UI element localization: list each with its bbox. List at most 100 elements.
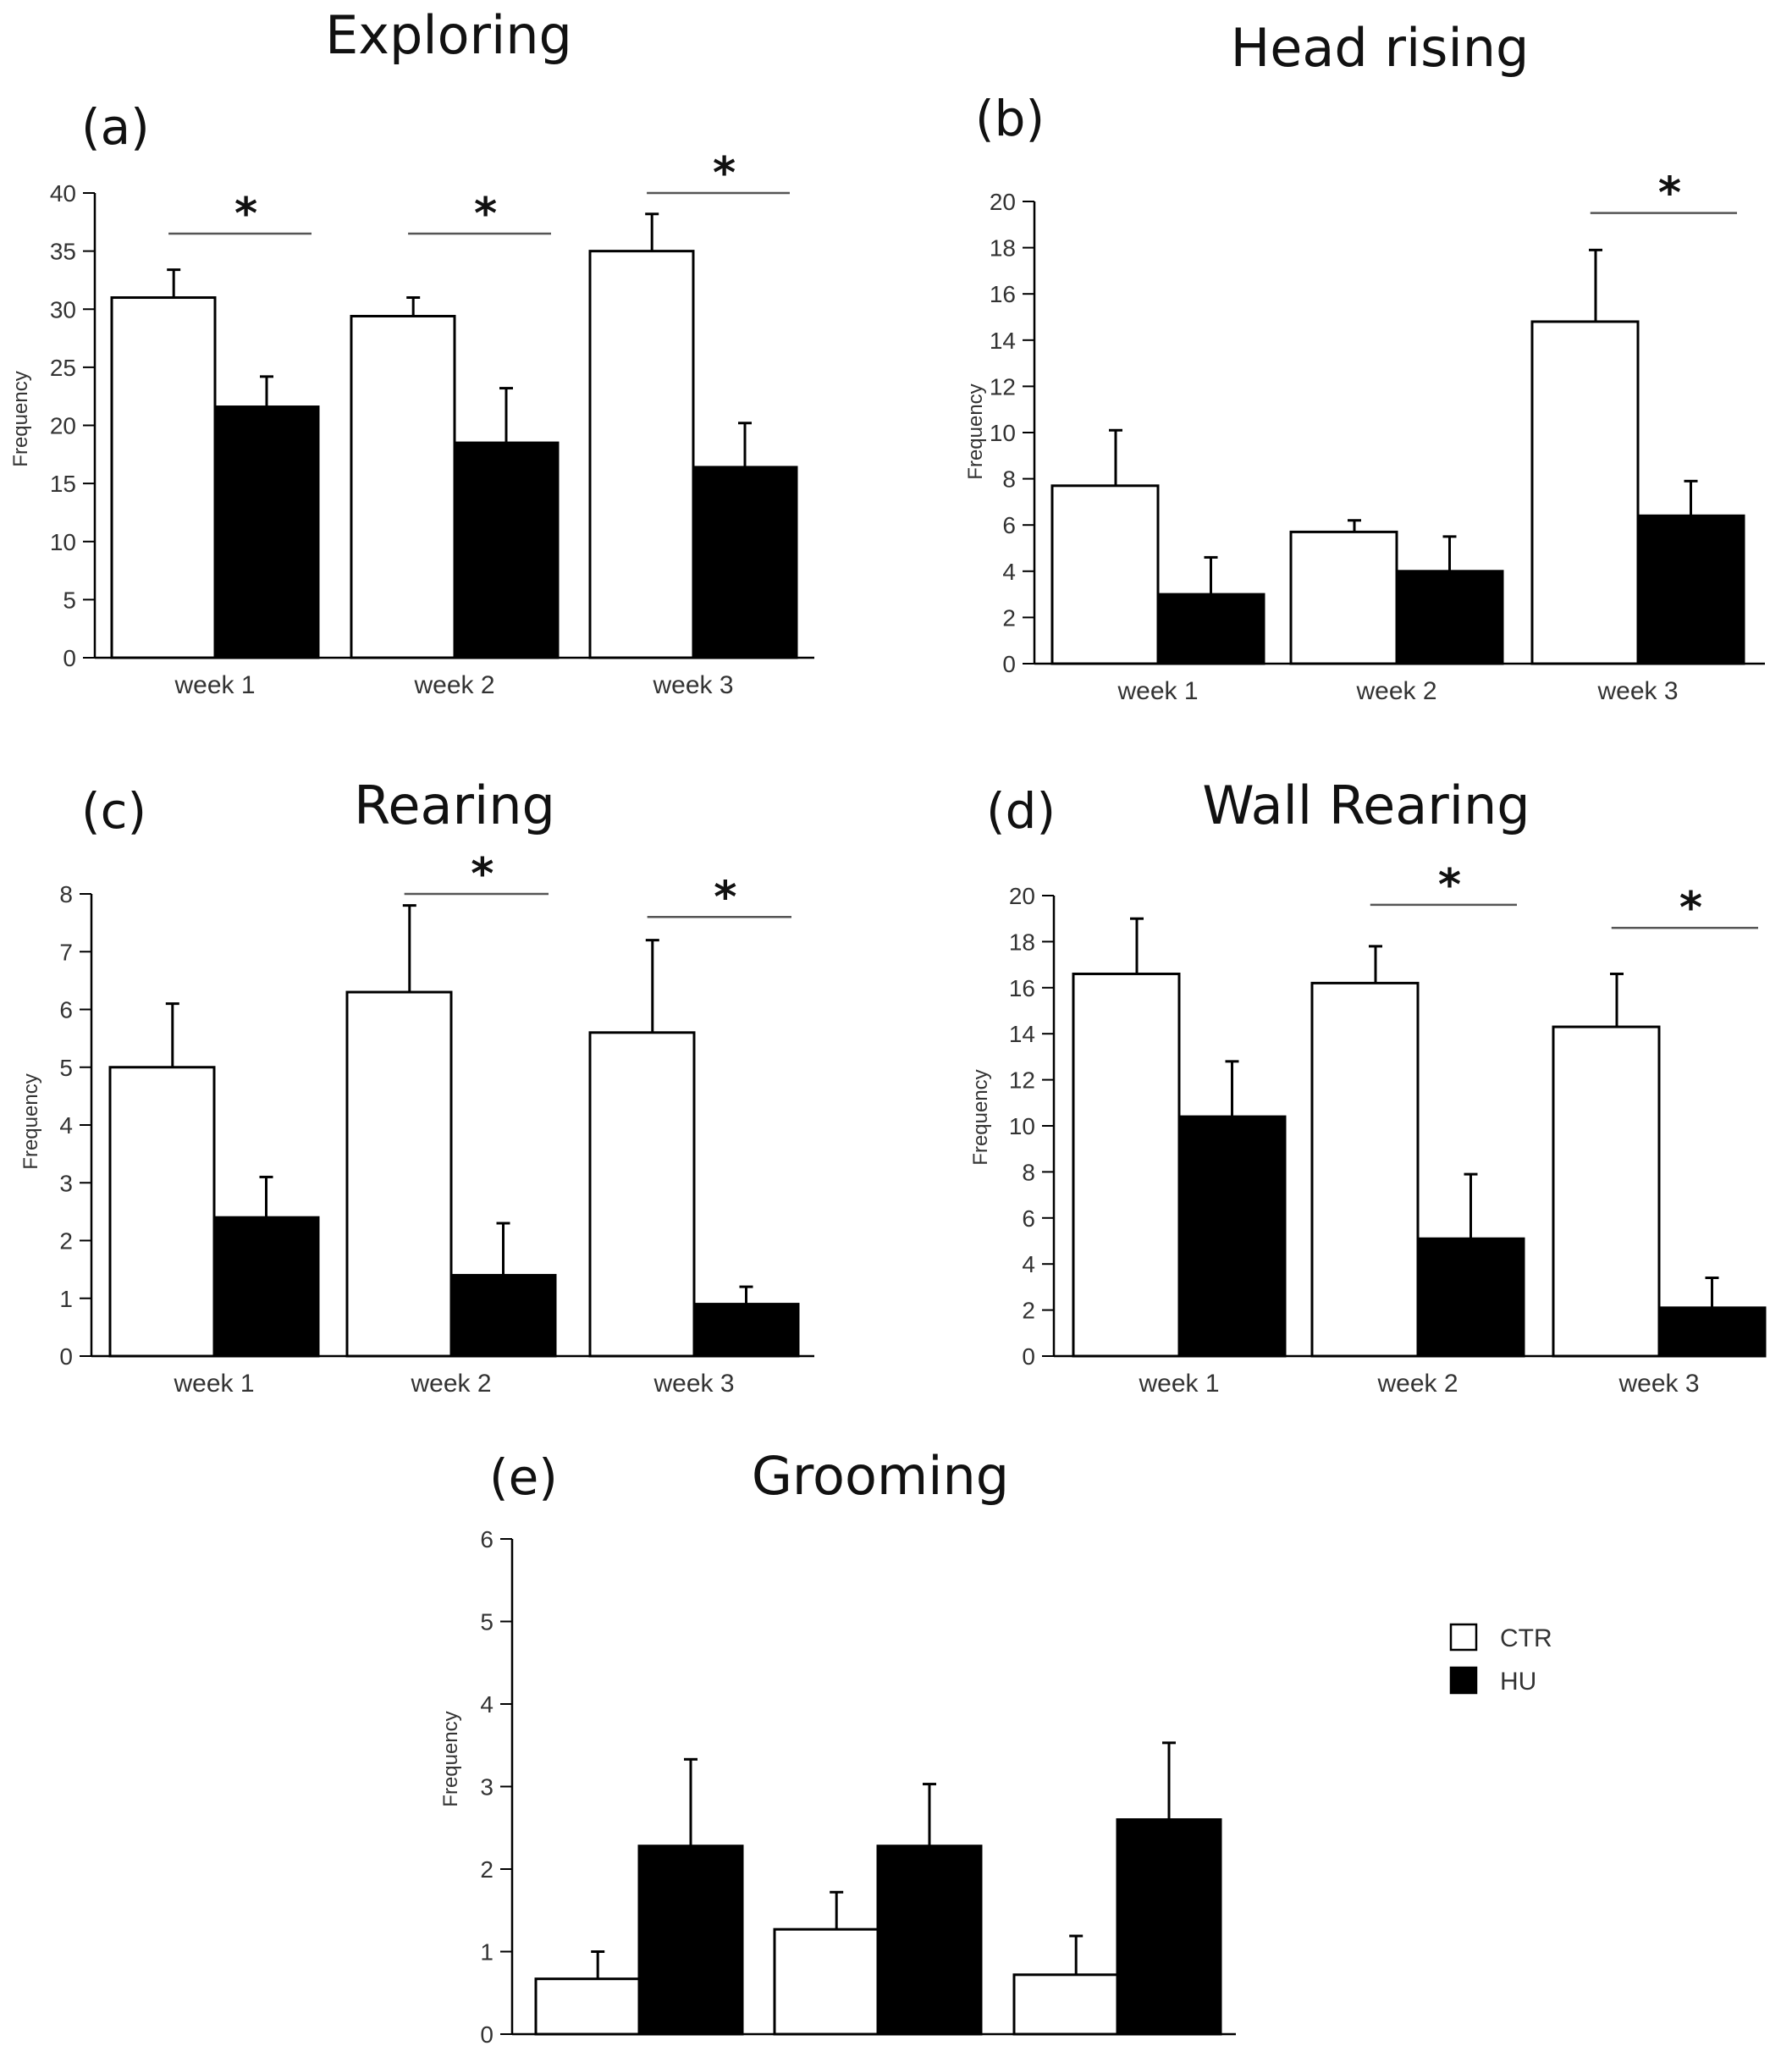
panel-letter-e: (e) bbox=[489, 1448, 558, 1506]
y-tick-label: 18 bbox=[990, 235, 1016, 262]
bar-hu-week-3 bbox=[1116, 1818, 1222, 2036]
y-tick-label: 10 bbox=[1009, 1113, 1035, 1139]
panel-letter-a: (a) bbox=[81, 98, 150, 156]
y-tick-label: 15 bbox=[50, 471, 76, 497]
y-axis-label-wall-rearing: Frequency bbox=[969, 1069, 992, 1165]
x-tick-label: week 2 bbox=[1376, 1370, 1458, 1398]
y-tick-label: 5 bbox=[63, 587, 76, 613]
panel-grooming: Grooming (e) Frequency 0123456week 1week… bbox=[439, 1445, 1236, 2046]
x-tick-label: week 1 bbox=[174, 671, 255, 699]
y-tick-label: 0 bbox=[59, 1343, 73, 1370]
bar-hu-week-2 bbox=[1395, 570, 1504, 665]
bar-ctr-week-2 bbox=[1289, 530, 1398, 665]
y-tick-label: 3 bbox=[480, 1774, 493, 1801]
y-tick-label: 8 bbox=[1022, 1159, 1035, 1185]
bar-hu-week-1 bbox=[1156, 593, 1265, 665]
y-tick-label: 3 bbox=[59, 1170, 73, 1196]
bar-ctr-week-1 bbox=[108, 1066, 216, 1358]
x-tick-label: week 3 bbox=[653, 1370, 734, 1398]
panel-rearing: Rearing (c) Frequency 0 1 2 3 4 5 6 7 8 week 1 wee… bbox=[19, 775, 814, 1398]
panel-letter-c: (c) bbox=[81, 782, 146, 840]
bar-hu-week-2 bbox=[449, 1273, 557, 1358]
panel-title-wall-rearing: Wall Rearing bbox=[1202, 775, 1530, 836]
significance-star: * bbox=[714, 872, 736, 923]
bar-hu-week-1 bbox=[637, 1845, 744, 2036]
y-tick-label: 7 bbox=[59, 939, 73, 965]
y-tick-label: 0 bbox=[480, 2021, 493, 2046]
x-tick-label: week 2 bbox=[413, 671, 494, 699]
y-tick-label: 0 bbox=[1002, 651, 1016, 677]
plot-head-rising: 0 2 4 6 8 10 12 14 16 18 20 week 1 week 2 week 3 * bbox=[990, 168, 1765, 705]
significance-star: * bbox=[474, 189, 497, 240]
y-tick-label: 14 bbox=[990, 328, 1016, 354]
bar-hu-week-3 bbox=[692, 1303, 800, 1358]
bar-ctr-week-3 bbox=[1012, 1973, 1119, 2036]
y-tick-label: 1 bbox=[480, 1939, 493, 1966]
panel-title-grooming: Grooming bbox=[752, 1445, 1009, 1507]
legend-label-hu: HU bbox=[1500, 1668, 1536, 1696]
legend-swatch-hu bbox=[1449, 1666, 1478, 1695]
x-tick-label: week 2 bbox=[410, 1370, 491, 1398]
y-tick-label: 0 bbox=[1022, 1343, 1035, 1370]
legend-swatch-ctr bbox=[1449, 1623, 1478, 1652]
y-tick-label: 25 bbox=[50, 355, 76, 381]
significance-star: * bbox=[471, 849, 493, 900]
bar-ctr-week-1 bbox=[1050, 484, 1160, 665]
bar-ctr-week-2 bbox=[773, 1927, 879, 2036]
x-tick-label: week 2 bbox=[1355, 677, 1436, 705]
plot-wall-rearing: 0 2 4 6 8 10 12 14 16 18 20 week 1 week 2 week 3 * * bbox=[1009, 860, 1767, 1398]
plot-exploring: 0 5 10 15 20 25 30 35 40 week 1 week 2 week 3 * * * bbox=[50, 148, 814, 699]
panel-letter-b: (b) bbox=[975, 90, 1045, 147]
significance-star: * bbox=[1679, 883, 1702, 934]
bar-hu-week-3 bbox=[1657, 1306, 1767, 1358]
panel-title-exploring: Exploring bbox=[325, 4, 572, 66]
bar-ctr-week-1 bbox=[1072, 972, 1181, 1358]
y-tick-label: 40 bbox=[50, 180, 76, 207]
y-tick-label: 2 bbox=[59, 1228, 73, 1255]
y-axis-label-rearing: Frequency bbox=[19, 1073, 42, 1169]
y-tick-label: 2 bbox=[480, 1856, 493, 1883]
panel-title-head-rising: Head rising bbox=[1231, 17, 1530, 79]
y-tick-label: 5 bbox=[480, 1609, 493, 1635]
y-tick-label: 18 bbox=[1009, 929, 1035, 955]
bar-ctr-week-3 bbox=[588, 1031, 696, 1358]
y-tick-label: 16 bbox=[990, 281, 1016, 307]
panel-title-rearing: Rearing bbox=[354, 775, 555, 836]
y-tick-label: 6 bbox=[59, 997, 73, 1023]
bar-hu-week-2 bbox=[876, 1845, 983, 2036]
y-tick-label: 16 bbox=[1009, 975, 1035, 1001]
y-tick-label: 20 bbox=[990, 189, 1016, 215]
bar-ctr-week-2 bbox=[350, 314, 456, 659]
legend-label-ctr: CTR bbox=[1500, 1624, 1552, 1652]
y-tick-label: 6 bbox=[480, 1526, 493, 1552]
y-tick-label: 2 bbox=[1002, 604, 1016, 631]
bar-hu-week-1 bbox=[212, 1216, 320, 1358]
panel-wall-rearing: Wall Rearing (d) Frequency 0 2 4 6 8 10 12 14 16… bbox=[969, 775, 1767, 1398]
y-axis-label-exploring: Frequency bbox=[9, 371, 32, 466]
significance-star: * bbox=[234, 189, 257, 240]
y-tick-label: 20 bbox=[50, 413, 76, 439]
x-tick-label: week 3 bbox=[1596, 677, 1678, 705]
y-tick-label: 20 bbox=[1009, 883, 1035, 909]
bar-hu-week-2 bbox=[1416, 1237, 1525, 1358]
bar-ctr-week-3 bbox=[1530, 320, 1640, 665]
bar-hu-week-3 bbox=[1636, 514, 1745, 665]
y-tick-label: 5 bbox=[59, 1055, 73, 1081]
x-tick-label: week 1 bbox=[1138, 1370, 1219, 1398]
x-tick-label: week 3 bbox=[1618, 1370, 1699, 1398]
bar-ctr-week-3 bbox=[588, 250, 695, 659]
y-tick-label: 4 bbox=[59, 1112, 73, 1139]
y-tick-label: 0 bbox=[63, 645, 76, 671]
x-tick-label: week 1 bbox=[173, 1370, 254, 1398]
significance-star: * bbox=[1658, 168, 1681, 219]
legend: CTR HU bbox=[1449, 1623, 1552, 1696]
y-tick-label: 4 bbox=[1002, 559, 1016, 585]
y-tick-label: 30 bbox=[50, 296, 76, 323]
y-tick-label: 10 bbox=[50, 529, 76, 555]
x-tick-label: week 1 bbox=[1117, 677, 1198, 705]
bar-hu-week-1 bbox=[1177, 1115, 1287, 1358]
panel-letter-d: (d) bbox=[986, 782, 1056, 840]
y-tick-label: 12 bbox=[990, 373, 1016, 400]
